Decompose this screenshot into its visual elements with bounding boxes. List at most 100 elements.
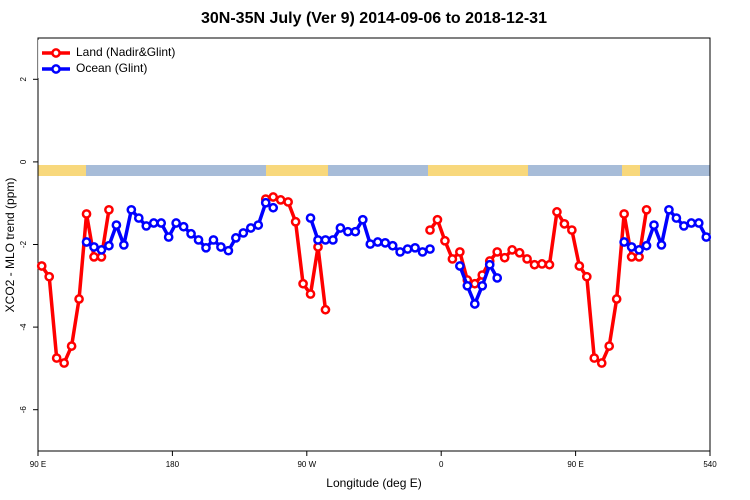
data-point <box>201 242 211 253</box>
data-point <box>104 204 114 215</box>
data-point <box>156 218 167 228</box>
data-point <box>96 245 107 255</box>
data-point <box>634 245 644 255</box>
data-point <box>320 235 331 245</box>
surface-strip <box>38 165 710 176</box>
data-point <box>365 239 376 249</box>
y-tick-label: -6 <box>19 406 28 414</box>
data-point <box>163 232 174 242</box>
data-point <box>402 244 413 254</box>
data-point <box>216 242 226 252</box>
series-line <box>40 209 111 365</box>
data-point <box>313 235 323 245</box>
data-point <box>186 228 196 239</box>
x-tick-label: 90 E <box>30 460 46 469</box>
data-point <box>148 218 159 228</box>
data-point <box>171 218 181 228</box>
data-point <box>455 261 465 271</box>
data-point <box>372 237 383 247</box>
data-point <box>111 220 122 230</box>
data-point <box>507 245 517 255</box>
data-point <box>335 223 346 233</box>
data-point <box>223 245 234 256</box>
data-point <box>119 240 129 250</box>
data-point <box>469 299 480 309</box>
data-point <box>641 240 652 251</box>
x-axis-label: Longitude (deg E) <box>326 476 421 490</box>
data-point <box>626 252 637 262</box>
series-line <box>428 209 649 365</box>
data-point <box>51 353 62 363</box>
data-point <box>298 278 308 289</box>
legend-marker <box>51 48 61 58</box>
data-point <box>320 304 331 315</box>
x-tick-label: 90 W <box>297 460 316 469</box>
data-point <box>59 358 69 368</box>
x-tick-label: 0 <box>439 460 444 469</box>
data-point <box>283 197 293 207</box>
data-point <box>126 204 137 215</box>
data-point <box>581 271 592 282</box>
data-point <box>350 226 361 237</box>
data-point <box>208 235 219 245</box>
data-point <box>492 247 503 257</box>
x-tick-label: 180 <box>166 460 180 469</box>
data-point <box>664 204 674 215</box>
data-point <box>671 213 682 223</box>
data-point <box>253 220 264 230</box>
chart-title: 30N-35N July (Ver 9) 2014-09-06 to 2018-… <box>201 10 547 27</box>
data-point <box>343 226 353 237</box>
data-point <box>649 220 659 230</box>
data-point <box>81 237 92 247</box>
data-point <box>514 247 525 258</box>
data-point <box>231 233 241 243</box>
legend: Land (Nadir&Glint) Ocean (Glint) <box>38 40 188 78</box>
legend-label: Land (Nadir&Glint) <box>76 45 175 59</box>
data-point <box>425 225 435 235</box>
data-point <box>499 252 510 263</box>
data-point <box>567 225 577 235</box>
data-point <box>387 240 398 251</box>
data-point <box>380 237 391 248</box>
data-point <box>529 259 540 270</box>
data-point <box>432 214 443 225</box>
data-point <box>305 213 316 223</box>
data-point <box>425 244 435 254</box>
data-point <box>66 341 77 351</box>
x-tick-label: 540 <box>703 460 717 469</box>
data-point <box>477 280 488 291</box>
data-point <box>559 219 570 229</box>
data-point <box>44 271 55 282</box>
y-axis-label: XCO2 - MLO trend (ppm) <box>3 178 17 313</box>
legend-marker <box>51 64 61 74</box>
data-point <box>656 240 667 250</box>
data-point <box>89 252 99 262</box>
x-tick-label: 90 E <box>567 460 583 469</box>
data-point <box>395 247 405 257</box>
data-point <box>522 254 532 264</box>
data-point <box>357 214 368 225</box>
data-point <box>268 202 279 213</box>
data-point <box>133 213 144 223</box>
data-point <box>328 235 338 245</box>
y-tick-label: -4 <box>19 323 28 331</box>
data-point <box>193 235 204 245</box>
data-point <box>686 218 697 228</box>
series-line <box>265 195 328 310</box>
data-point <box>305 289 316 299</box>
data-point <box>619 237 629 247</box>
data-point <box>604 341 615 351</box>
data-point <box>74 294 84 304</box>
data-point <box>440 235 450 246</box>
data-point <box>492 273 503 283</box>
data-point <box>596 358 607 368</box>
data-point <box>552 207 562 217</box>
data-point <box>104 240 114 251</box>
data-point <box>679 221 689 231</box>
data-point <box>275 195 286 205</box>
data-point <box>589 353 600 363</box>
data-point <box>89 242 99 252</box>
legend-label: Ocean (Glint) <box>76 61 147 75</box>
data-point <box>537 259 547 269</box>
